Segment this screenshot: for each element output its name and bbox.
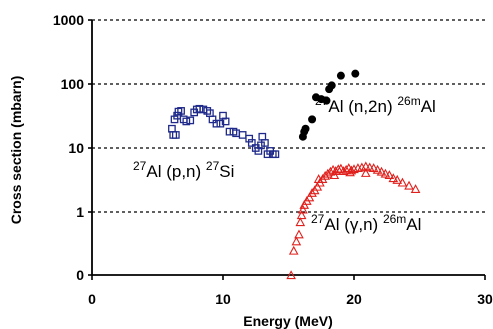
series-1-point-25: [239, 132, 245, 138]
reaction-annotation-1-target-mass: 27: [133, 159, 147, 173]
series-2-point-10: [337, 72, 344, 79]
y-tick-label: 0: [76, 267, 84, 283]
reaction-annotation-3: 27Al (γ,n) 26mAl: [311, 212, 421, 234]
series-1-point-22: [226, 128, 232, 134]
series-2-point-4: [308, 116, 315, 123]
grid-layer: [92, 20, 485, 212]
reaction-annotation-3-reaction: (γ,n): [339, 215, 382, 234]
y-tick-label: 10: [68, 140, 84, 156]
series-1-markers: [169, 106, 279, 158]
title-layer: Energy (MeV) Cross section (mbarn): [8, 76, 333, 329]
reaction-annotation-2-product: Al: [421, 97, 436, 116]
reaction-annotation-2: 27Al (n,2n) 26mAl: [315, 94, 436, 116]
x-tick-label: 30: [477, 291, 493, 307]
series-1-point-17: [209, 116, 215, 122]
x-tick-label: 20: [346, 291, 362, 307]
series-3-point-5: [296, 218, 304, 225]
x-axis-title: Energy (MeV): [243, 313, 332, 329]
reaction-annotation-3-target-mass: 27: [311, 212, 325, 226]
reaction-annotation-1-reaction: (p,n): [161, 162, 205, 181]
axes-layer: 0 1 10 100 1000 0 10 20 30: [53, 12, 493, 307]
reaction-annotation-2-product-mass: 26m: [397, 94, 420, 108]
y-tick-label: 1000: [53, 12, 84, 28]
series-1-point-1: [169, 126, 175, 132]
series-1-point-32: [262, 140, 268, 146]
reaction-annotation-3-target: Al: [324, 215, 339, 234]
series-2-point-3: [302, 125, 309, 132]
x-tick-label: 0: [88, 291, 96, 307]
series-1-point-31: [259, 134, 265, 140]
y-tick-label: 100: [61, 76, 85, 92]
reaction-annotation-2-reaction: (n,2n): [343, 97, 397, 116]
series-2-point-9: [328, 82, 335, 89]
series-1-point-18: [213, 120, 219, 126]
x-tick-label: 10: [215, 291, 231, 307]
series-3-point-3: [292, 238, 300, 245]
reaction-annotation-3-product-mass: 26m: [383, 212, 406, 226]
reaction-annotation-1-product-mass: 27: [206, 159, 220, 173]
y-tick-label: 1: [76, 204, 84, 220]
reaction-annotation-3-product: Al: [406, 215, 421, 234]
series-2-point-11: [352, 70, 359, 77]
reaction-annotation-2-target-mass: 27: [315, 94, 329, 108]
reaction-annotation-1-product: Si: [219, 162, 234, 181]
reaction-annotation-1: 27Al (p,n) 27Si: [133, 159, 234, 181]
reaction-annotation-1-target: Al: [146, 162, 161, 181]
series-3-point-2: [290, 247, 298, 254]
y-axis-title: Cross section (mbarn): [8, 76, 24, 225]
reaction-annotation-2-target: Al: [328, 97, 343, 116]
series-3-point-4: [295, 231, 303, 238]
